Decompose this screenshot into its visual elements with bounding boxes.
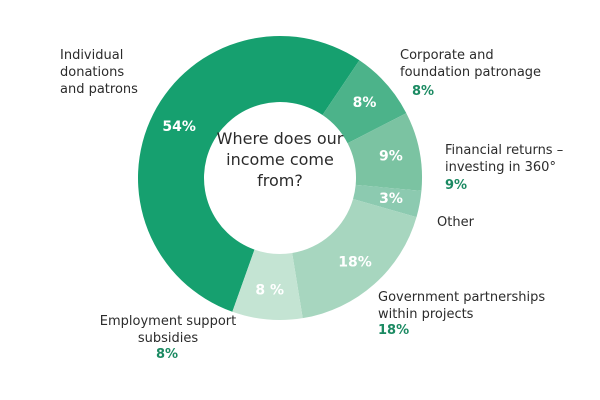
value-label: 18%	[338, 255, 372, 271]
value-label: 8%	[353, 95, 377, 111]
category-label: Financial returns – investing in 360°	[445, 143, 564, 175]
category-label: Other	[437, 215, 474, 230]
outer-value-label: 9%	[445, 178, 468, 193]
category-label: Corporate and foundation patronage	[400, 48, 542, 80]
value-label: 3%	[379, 191, 403, 207]
value-label: 9%	[379, 148, 403, 164]
value-label: 54%	[162, 119, 196, 135]
donut-segment	[347, 113, 422, 191]
donut-segment	[353, 184, 422, 218]
category-label: Employment support subsidies	[99, 314, 237, 346]
donut-segment	[292, 198, 417, 319]
outer-value-label: 18%	[378, 323, 410, 338]
donut-segment	[322, 60, 407, 144]
chart-title: Where does our income come from?	[216, 129, 344, 190]
category-label: Government partnerships within projects	[378, 290, 546, 322]
outer-value-label: 8%	[412, 84, 435, 99]
donut-segment	[232, 249, 303, 321]
value-label: 8 %	[255, 283, 284, 299]
outer-value-label: 8%	[156, 347, 179, 362]
category-label: Individual donations and patrons	[60, 48, 138, 97]
donut-segment	[138, 35, 360, 312]
